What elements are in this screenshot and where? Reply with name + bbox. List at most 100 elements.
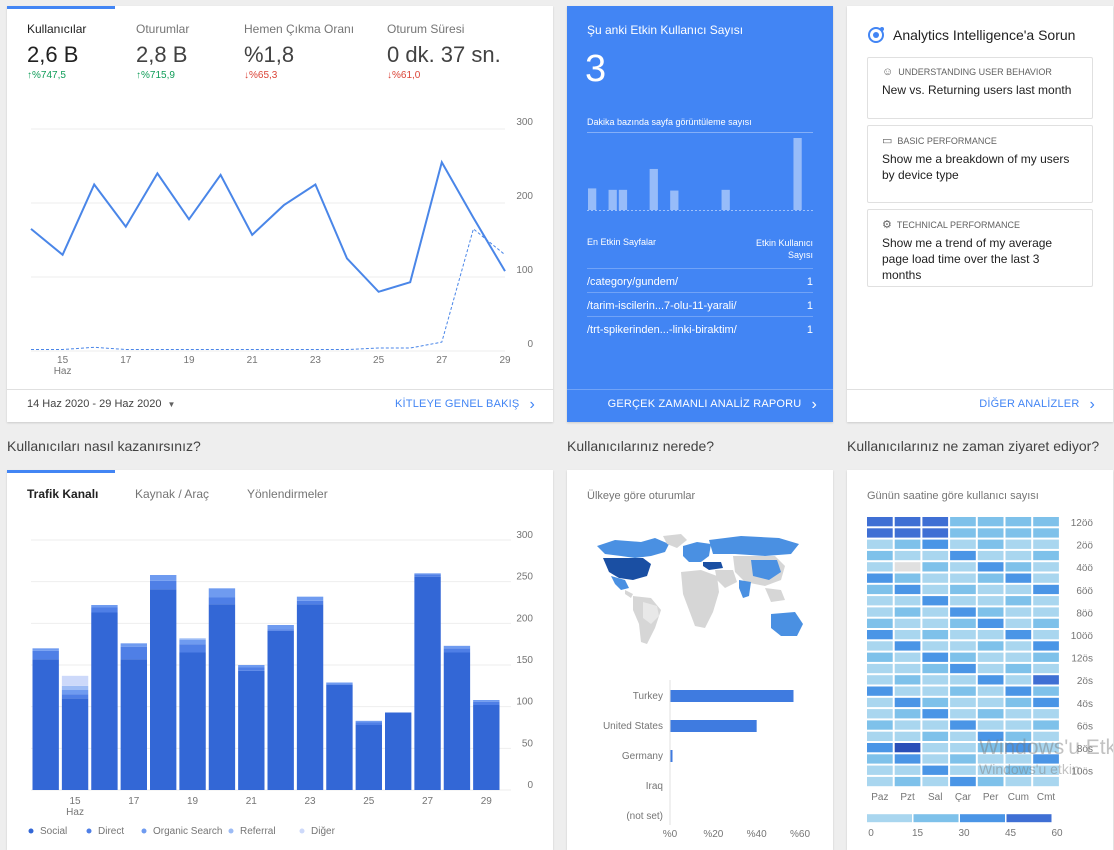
scale-label: 0	[868, 828, 874, 839]
x-tick-label: 19	[187, 796, 199, 807]
heatmap-cell	[950, 697, 976, 708]
metric-label: Oturumlar	[136, 22, 190, 36]
suggestion-question: Show me a breakdown of my users by devic…	[882, 152, 1070, 182]
metric-tab[interactable]: Oturum Süresi 0 dk. 37 sn. ↓%61,0	[387, 22, 517, 81]
users-line	[30, 159, 506, 293]
channel-bar-segment	[238, 665, 265, 668]
metric-delta-value: %715,9	[141, 70, 175, 81]
active-page-row[interactable]: /category/gundem/1	[587, 268, 813, 293]
pageviews-per-minute-label: Dakika bazında sayfa görüntüleme sayısı	[587, 117, 752, 127]
y-tick-label: 0	[527, 780, 533, 791]
heatmap-cell	[950, 765, 976, 775]
active-page-row[interactable]: /tarim-iscilerin...7-olu-11-yarali/1	[587, 292, 813, 317]
channel-bar-segment	[355, 722, 382, 725]
watermark-line-2: Windows'u etkin	[979, 761, 1080, 777]
intelligence-title: Analytics Intelligence'a Sorun	[893, 27, 1076, 43]
heatmap-cell	[977, 562, 1004, 572]
intelligence-suggestion[interactable]: ⚙ TECHNICAL PERFORMANCE Show me a trend of…	[867, 209, 1093, 287]
channel-bar-segment	[473, 700, 500, 702]
x-tick-label: 29	[481, 796, 493, 807]
channel-bar-segment	[91, 605, 118, 608]
heatmap-cell	[1033, 528, 1059, 538]
audience-overview-link[interactable]: KİTLEYE GENEL BAKIŞ ›	[395, 396, 535, 412]
heatmap-cell	[1005, 517, 1032, 527]
heatmap-cell	[1033, 765, 1059, 775]
intelligence-card: Analytics Intelligence'a Sorun ☺ UNDERSTA…	[847, 6, 1113, 422]
heatmap-cell	[867, 720, 893, 730]
minute-bar	[618, 189, 628, 210]
channel-bar-segment	[385, 712, 412, 790]
scale-segment	[867, 814, 912, 823]
gear-icon: ⚙	[882, 219, 892, 231]
x-tick-label: %20	[703, 829, 723, 840]
heatmap-cell	[922, 776, 949, 787]
channel-bar-segment	[150, 580, 177, 590]
hour-label: 2öö	[1076, 541, 1093, 552]
audience-overview-link-label: KİTLEYE GENEL BAKIŞ	[395, 398, 520, 410]
heatmap-cell	[950, 652, 976, 662]
channel-bar-segment	[473, 705, 500, 790]
scale-label: 15	[912, 828, 924, 839]
channel-bar-segment	[179, 640, 206, 645]
metric-tab[interactable]: Oturumlar 2,8 B ↑%715,9	[136, 22, 266, 81]
suggestion-category-label: BASIC PERFORMANCE	[897, 135, 997, 146]
acquisition-tab[interactable]: Yönlendirmeler	[247, 487, 328, 501]
heatmap-cell	[922, 686, 949, 696]
heatmap-cell	[867, 675, 893, 685]
realtime-report-link-label: GERÇEK ZAMANLI ANALİZ RAPORU	[607, 398, 802, 410]
heatmap-cell	[922, 652, 949, 662]
heatmap-cell	[1005, 765, 1032, 775]
heatmap-cell	[1033, 754, 1059, 764]
suggestion-category-label: TECHNICAL PERFORMANCE	[896, 219, 1021, 230]
heatmap-cell	[922, 562, 949, 572]
arrow-up-icon: ↑	[136, 70, 141, 81]
heatmap-cell	[894, 652, 921, 662]
channel-bar-segment	[61, 698, 89, 790]
channel-bar-segment	[443, 652, 471, 790]
metric-tab[interactable]: Hemen Çıkma Oranı %1,8 ↓%65,3	[244, 22, 374, 81]
heatmap-cell	[922, 607, 949, 617]
map-australia	[771, 612, 803, 636]
heatmap-cell	[1005, 573, 1032, 583]
heatmap-cell	[922, 539, 949, 549]
x-tick-label: 19	[183, 355, 195, 366]
heatmap-cell	[922, 663, 949, 674]
metric-tab[interactable]: Kullanıcılar 2,6 B ↑%747,5	[27, 22, 157, 81]
suggestion-category: ▭ BASIC PERFORMANCE	[882, 134, 1092, 147]
active-page-row[interactable]: /trt-spikerinden...-linki-biraktim/1	[587, 316, 813, 341]
chart-top-line	[587, 132, 813, 133]
intelligence-suggestion[interactable]: ▭ BASIC PERFORMANCE Show me a breakdown of…	[867, 125, 1093, 203]
intelligence-suggestion[interactable]: ☺ UNDERSTANDING USER BEHAVIOR New vs. Retu…	[867, 57, 1093, 119]
more-insights-link[interactable]: DİĞER ANALİZLER ›	[979, 396, 1095, 412]
acquisition-tab[interactable]: Kaynak / Araç	[135, 487, 210, 501]
x-tick-label: %60	[790, 829, 810, 840]
acquisition-tab[interactable]: Trafik Kanalı	[27, 487, 99, 501]
scale-segment	[1006, 814, 1052, 823]
heatmap-cell	[977, 528, 1004, 538]
heatmap-cell	[922, 675, 949, 685]
heatmap-cell	[950, 641, 976, 651]
active-page-path: /trt-spikerinden...-linki-biraktim/	[587, 324, 737, 336]
heatmap-cell	[977, 550, 1004, 561]
x-tick-label: 15	[57, 355, 69, 366]
heatmap-cell	[867, 776, 893, 787]
heatmap-cell	[950, 754, 976, 764]
channel-bar-segment	[208, 604, 236, 790]
heatmap-cell	[894, 663, 921, 674]
heatmap-cell	[950, 573, 976, 583]
heatmap-cell	[1033, 675, 1059, 685]
realtime-card: Şu anki Etkin Kullanıcı Sayısı 3 Dakika …	[567, 6, 833, 422]
realtime-report-link[interactable]: GERÇEK ZAMANLI ANALİZ RAPORU ›	[567, 396, 833, 412]
x-tick-label: 29	[499, 355, 511, 366]
heatmap-cell	[1005, 641, 1032, 651]
date-range-dropdown[interactable]: 14 Haz 2020 - 29 Haz 2020 ▼	[27, 398, 175, 410]
heatmap-cell	[950, 686, 976, 696]
heatmap-cell	[922, 630, 949, 640]
heatmap-cell	[950, 720, 976, 730]
minute-bar	[670, 190, 679, 210]
heatmap-cell	[950, 776, 976, 787]
heatmap-cell	[977, 641, 1004, 651]
map-europe	[683, 542, 711, 562]
heatmap-cell	[867, 663, 893, 674]
heatmap-cell	[867, 754, 893, 764]
